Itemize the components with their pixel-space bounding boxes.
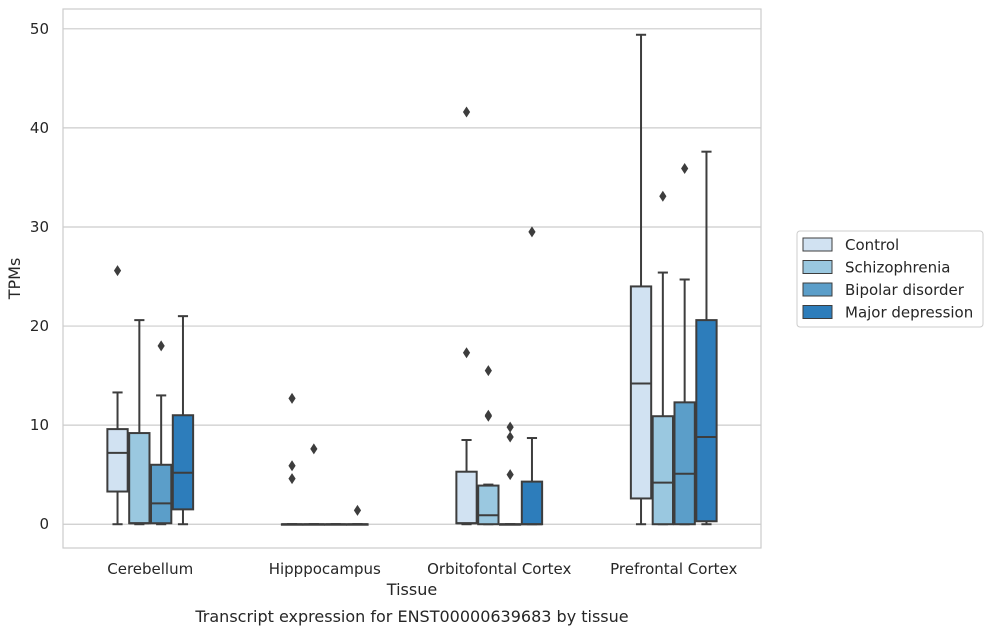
outlier-point: [288, 473, 296, 485]
box-major-depression: [520, 226, 544, 526]
outlier-point: [484, 410, 492, 422]
legend: Control Schizophrenia Bipolar disorder Majo…: [796, 230, 984, 328]
legend-label: Control: [845, 236, 899, 254]
outlier-point: [157, 340, 165, 352]
box-iqr: [520, 480, 544, 526]
y-tick-label: 10: [30, 416, 49, 434]
box-schizophrenia: [128, 319, 151, 526]
outlier-point: [310, 443, 318, 455]
box-iqr: [651, 415, 674, 526]
outlier-point: [462, 347, 471, 359]
box-schizophrenia: [477, 365, 500, 526]
box-bipolar-disorder: [324, 523, 347, 526]
x-tick-labels: Cerebellum Hipppocampus Orbitofontal Corte…: [107, 560, 737, 578]
y-tick-label: 40: [30, 119, 49, 137]
box-iqr: [629, 285, 653, 500]
box-iqr: [150, 463, 173, 525]
box-schizophrenia: [651, 190, 674, 526]
outlier-point: [484, 365, 492, 377]
box-major-depression: [171, 315, 195, 526]
box-iqr: [455, 470, 478, 525]
box-iqr: [673, 401, 696, 526]
plot-frame: [62, 8, 762, 549]
outlier-point: [528, 226, 536, 238]
legend-swatch: [802, 282, 833, 297]
x-axis-label: Tissue: [386, 580, 437, 599]
box-control: [629, 33, 653, 526]
y-tick-label: 0: [39, 515, 49, 533]
y-tick-label: 50: [30, 20, 49, 38]
box-iqr: [128, 432, 151, 525]
chart-caption: Transcript expression for ENST0000063968…: [194, 607, 628, 626]
y-tick-label: 30: [30, 218, 49, 236]
legend-swatch: [802, 260, 833, 274]
box-control: [455, 106, 478, 526]
x-tick-label: Prefrontal Cortex: [610, 560, 737, 578]
box-bipolar-disorder: [673, 163, 696, 526]
outlier-point: [506, 431, 514, 443]
x-tick-label: Cerebellum: [107, 560, 193, 578]
outlier-point: [506, 421, 514, 433]
box-iqr: [106, 428, 129, 493]
outlier-point: [506, 469, 514, 481]
outlier-point: [462, 106, 471, 118]
box-bipolar-disorder: [499, 421, 522, 526]
outlier-point: [288, 392, 296, 404]
outlier-point: [353, 504, 362, 516]
outlier-point: [659, 190, 667, 202]
y-tick-label: 20: [30, 317, 49, 335]
legend-swatch: [802, 305, 833, 319]
x-tick-label: Orbitofontal Cortex: [427, 560, 571, 578]
box-iqr: [477, 484, 500, 526]
box-control: [280, 392, 304, 526]
y-axis-label: TPMs: [5, 258, 24, 301]
box-control: [106, 265, 129, 526]
outlier-point: [113, 265, 122, 277]
legend-frame: [796, 230, 984, 328]
box-major-depression: [346, 504, 369, 526]
outlier-point: [288, 460, 296, 472]
legend-label: Bipolar disorder: [845, 281, 965, 299]
box-major-depression: [695, 150, 718, 526]
outlier-point: [681, 163, 689, 175]
box-iqr: [695, 319, 718, 523]
box-bipolar-disorder: [150, 340, 173, 526]
box-iqr: [171, 414, 195, 511]
x-tick-label: Hipppocampus: [269, 560, 381, 578]
legend-label: Schizophrenia: [845, 259, 950, 277]
legend-swatch: [802, 237, 833, 252]
legend-label: Major depression: [845, 304, 973, 322]
box-schizophrenia: [302, 443, 325, 526]
plot-area: [106, 33, 718, 526]
y-tick-labels: 0 10 20 30 40 50: [30, 20, 49, 533]
